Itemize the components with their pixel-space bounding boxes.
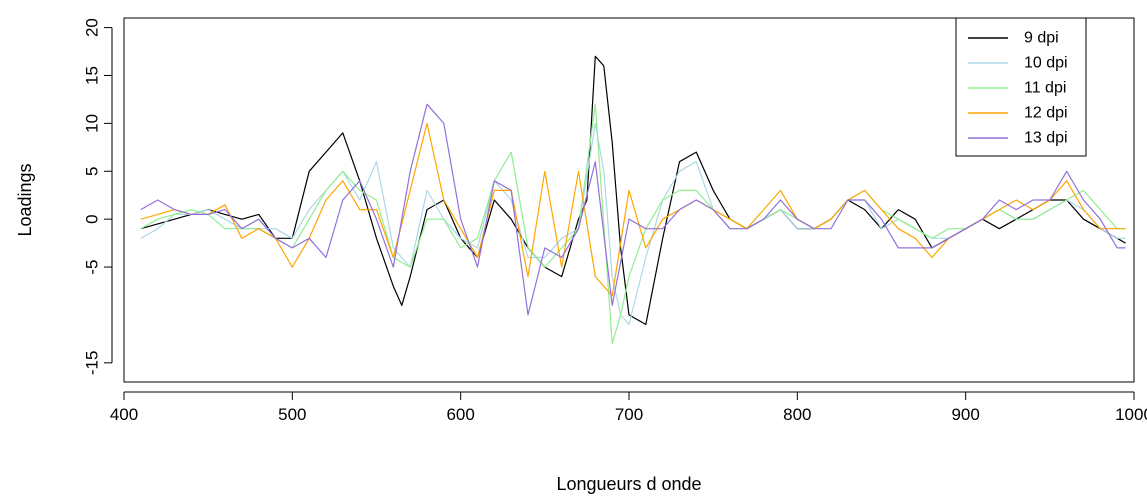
- legend-label: 9 dpi: [1024, 30, 1059, 47]
- x-tick-label: 1000: [1115, 405, 1147, 424]
- y-axis-title: Loadings: [15, 163, 35, 236]
- x-tick-label: 600: [446, 405, 474, 424]
- y-tick-label: 20: [83, 18, 102, 37]
- plot-area: [123, 17, 1135, 383]
- legend-label: 13 dpi: [1024, 130, 1068, 147]
- legend-box: [955, 17, 1087, 157]
- y-tick-label: 15: [83, 66, 102, 85]
- legend: 9 dpi 10 dpi 11 dpi 12 dpi 13 dpi: [955, 17, 1087, 157]
- y-tick-label: 10: [83, 114, 102, 133]
- x-tick-label: 800: [783, 405, 811, 424]
- legend-label: 11 dpi: [1024, 80, 1066, 97]
- y-tick-label: 5: [83, 167, 102, 176]
- series-line-13-dpi: [140, 103, 1126, 316]
- x-tick-label: 500: [278, 405, 306, 424]
- y-tick-label: 0: [83, 214, 102, 223]
- y-axis: -15 -5 0 5 10 15 20: [83, 18, 113, 375]
- x-tick-label: 900: [951, 405, 979, 424]
- legend-label: 10 dpi: [1024, 55, 1068, 72]
- plot-border: [123, 17, 1135, 383]
- x-tick-label: 400: [110, 405, 138, 424]
- series-layer: [140, 55, 1126, 345]
- y-tick-label: -5: [83, 259, 102, 274]
- legend-label: 12 dpi: [1024, 105, 1068, 122]
- x-axis: 400 500 600 700 800 900 1000: [110, 391, 1147, 424]
- y-tick-label: -15: [83, 351, 102, 376]
- x-tick-label: 700: [615, 405, 643, 424]
- x-axis-title: Longueurs d onde: [556, 474, 701, 494]
